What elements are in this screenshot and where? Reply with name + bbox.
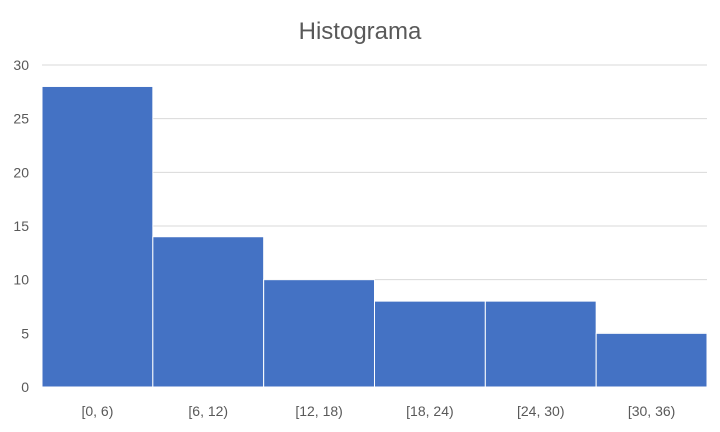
x-tick-label: [0, 6) bbox=[81, 403, 113, 419]
y-tick-label: 20 bbox=[13, 164, 29, 180]
histogram-bar bbox=[595, 332, 708, 388]
y-tick-label: 10 bbox=[13, 272, 29, 288]
bars bbox=[41, 85, 708, 388]
histogram-bar bbox=[374, 300, 486, 388]
histogram-bar bbox=[152, 236, 265, 388]
y-tick-label: 5 bbox=[21, 325, 29, 341]
x-tick-label: [24, 30) bbox=[517, 403, 564, 419]
y-tick-label: 30 bbox=[13, 57, 29, 73]
x-tick-label: [6, 12) bbox=[188, 403, 228, 419]
y-tick-labels: 0 5 10 15 20 25 30 bbox=[13, 57, 29, 395]
histogram-bar bbox=[484, 300, 597, 388]
x-tick-label: [18, 24) bbox=[406, 403, 453, 419]
y-tick-label: 25 bbox=[13, 111, 29, 127]
histogram-bar bbox=[263, 279, 375, 388]
y-tick-label: 15 bbox=[13, 218, 29, 234]
x-tick-labels: [0, 6) [6, 12) [12, 18) [18, 24) [24, 30) [30… bbox=[81, 403, 675, 419]
chart-title: Histograma bbox=[299, 18, 422, 45]
x-tick-label: [12, 18) bbox=[295, 403, 342, 419]
x-tick-label: [30, 36) bbox=[628, 403, 675, 419]
y-tick-label: 0 bbox=[21, 379, 29, 395]
histogram-bar bbox=[41, 85, 154, 388]
